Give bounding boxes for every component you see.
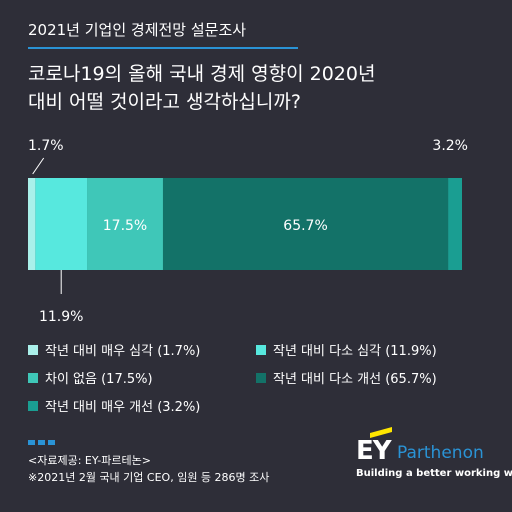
ey-logo: EY: [356, 436, 392, 466]
legend-swatch-2: [256, 344, 266, 355]
legend-item-2: 작년 대비 다소 심각 (11.9%): [256, 340, 437, 359]
legend-label-1: 작년 대비 매우 심각 (1.7%): [45, 344, 201, 359]
legend-item-4: 작년 대비 다소 개선 (65.7%): [256, 368, 437, 387]
stacked-bar-chart: 1.7% 11.9% 17.5% 65.7% 3.2%: [28, 138, 468, 325]
legend-swatch-3: [28, 372, 38, 383]
bar-segment-4: [162, 178, 449, 270]
source-line-2: ※2021년 2월 국내 기업 CEO, 임원 등 286명 조사: [28, 471, 270, 484]
bar-segment-5: [448, 178, 462, 270]
parthenon-logo-text: Parthenon: [397, 443, 484, 463]
survey-label-underline: [28, 47, 298, 49]
bar-segment-3: [87, 178, 163, 270]
legend-swatch-4: [256, 372, 266, 383]
leader-line-1: [32, 157, 45, 175]
data-label-4: 65.7%: [283, 218, 327, 234]
bar-segment-1: [28, 178, 36, 270]
legend-swatch-5: [28, 400, 38, 411]
data-label-3: 17.5%: [103, 218, 147, 234]
legend-item-3: 차이 없음 (17.5%): [28, 368, 153, 387]
legend-swatch-1: [28, 344, 38, 355]
survey-question: 코로나19의 올해 국내 경제 영향이 2020년 대비 어떨 것이라고 생각하…: [28, 60, 498, 116]
source-note: <자료제공: EY-파르테논> ※2021년 2월 국내 기업 CEO, 임원 …: [28, 452, 269, 486]
bar-segment-2: [35, 178, 88, 270]
logo-tagline: Building a better working world: [356, 468, 512, 479]
question-line-1: 코로나19의 올해 국내 경제 영향이 2020년: [28, 63, 376, 85]
legend-label-2: 작년 대비 다소 심각 (11.9%): [273, 344, 437, 359]
data-label-5: 3.2%: [432, 138, 468, 154]
legend-item-5: 작년 대비 매우 개선 (3.2%): [28, 396, 200, 415]
legend-label-5: 작년 대비 매우 개선 (3.2%): [45, 400, 201, 415]
survey-label: 2021년 기업인 경제전망 설문조사: [28, 21, 247, 39]
legend-label-4: 작년 대비 다소 개선 (65.7%): [273, 372, 437, 387]
source-line-1: <자료제공: EY-파르테논>: [28, 454, 151, 467]
legend-label-3: 차이 없음 (17.5%): [45, 372, 153, 387]
data-label-2: 11.9%: [39, 309, 83, 325]
decorative-dots: [28, 440, 55, 445]
data-label-1: 1.7%: [28, 138, 64, 154]
legend-item-1: 작년 대비 매우 심각 (1.7%): [28, 340, 200, 359]
question-line-2: 대비 어떨 것이라고 생각하십니까?: [28, 91, 301, 113]
